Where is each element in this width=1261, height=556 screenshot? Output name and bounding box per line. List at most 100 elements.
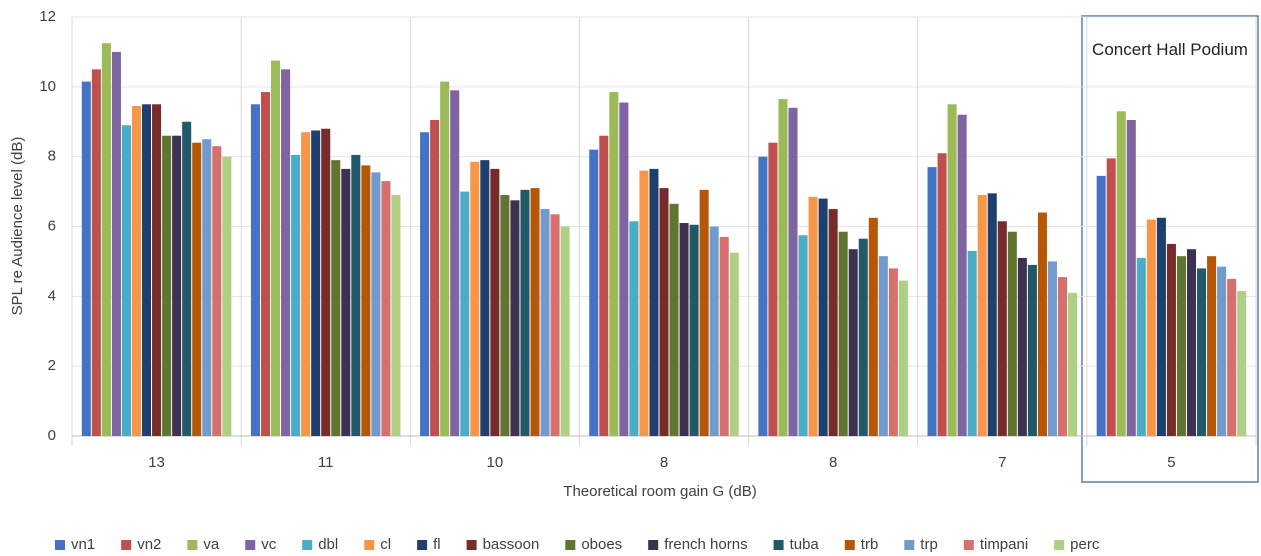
bar [768,142,778,436]
bar [430,120,440,437]
bar [202,139,212,437]
bar [619,102,629,436]
bar [510,200,520,436]
bar [639,170,649,436]
legend-swatch [565,540,576,550]
bar [798,235,808,436]
bar [131,106,142,436]
bar [758,156,768,436]
legend-label: fl [433,536,441,553]
bar [858,238,868,436]
bar [460,191,470,436]
bar [260,92,271,436]
y-tick-label: 10 [39,78,56,95]
bar [709,226,719,436]
y-tick-label: 6 [48,217,56,234]
y-tick-label: 2 [48,357,56,374]
bar [1037,212,1047,436]
legend-label: vn1 [71,536,95,553]
bar [1096,175,1106,436]
bar [1136,257,1146,436]
bar [669,203,679,436]
bar [560,226,570,436]
bar [291,154,301,436]
legend-label: tuba [790,536,820,553]
bar [609,92,619,436]
bar [530,188,540,436]
bar [977,195,987,436]
bar [1027,264,1037,436]
bar [480,160,490,437]
bar [1176,256,1186,436]
bar [689,224,699,436]
x-tick-label: 8 [660,454,668,471]
bar [659,188,669,436]
legend-swatch [417,540,428,550]
bar [321,128,331,436]
legend-swatch [1054,540,1065,550]
bar [1166,243,1176,436]
bar [957,114,967,437]
legend-label: timpani [980,536,1028,553]
bar [589,149,599,436]
bar [1116,111,1126,437]
x-tick-label: 13 [148,454,165,471]
x-tick-label: 10 [487,454,504,471]
legend-swatch [187,540,198,550]
bar [997,221,1007,436]
bar [629,221,639,436]
bar [838,231,848,436]
legend-swatch [121,540,132,550]
legend-label: perc [1070,536,1100,553]
x-tick-label: 7 [998,454,1006,471]
bar [121,125,131,436]
bar [550,214,560,436]
bar [1237,291,1247,436]
legend-swatch [648,540,659,550]
bar [719,236,729,436]
bar [1207,256,1217,436]
y-tick-label: 12 [39,8,56,25]
legend-label: dbl [318,536,338,553]
bar [381,181,391,436]
y-tick-label: 4 [48,287,56,304]
bar [142,104,152,437]
bar [162,135,172,436]
bar [420,132,430,436]
bar [500,195,510,436]
bar [1057,277,1068,436]
bar [828,209,838,436]
highlight-box [1081,15,1259,483]
legend-label: vn2 [137,536,161,553]
legend-swatch [773,540,784,550]
x-axis-title: Theoretical room gain G (dB) [563,483,756,500]
bar [331,160,341,437]
bar [470,161,480,436]
bar [878,256,888,436]
bar [888,268,898,436]
legend-label: bassoon [483,536,540,553]
bar [868,217,878,436]
bar [172,135,182,436]
bar [250,104,260,437]
bar [649,168,659,436]
bar [490,168,500,436]
bar [182,121,192,436]
bar [192,142,202,436]
bar [1017,257,1027,436]
bar [212,146,222,437]
x-tick-label: 11 [318,454,334,471]
bar [848,249,858,436]
bar [361,165,371,437]
bar [271,60,281,436]
y-tick-label: 0 [48,427,56,444]
bar [1126,120,1136,437]
x-tick-label: 8 [829,454,837,471]
bar [1186,249,1197,436]
legend-label: trp [920,536,938,553]
bar [540,209,550,436]
bar [81,81,91,437]
bar [1156,217,1166,436]
bar [1146,219,1156,436]
